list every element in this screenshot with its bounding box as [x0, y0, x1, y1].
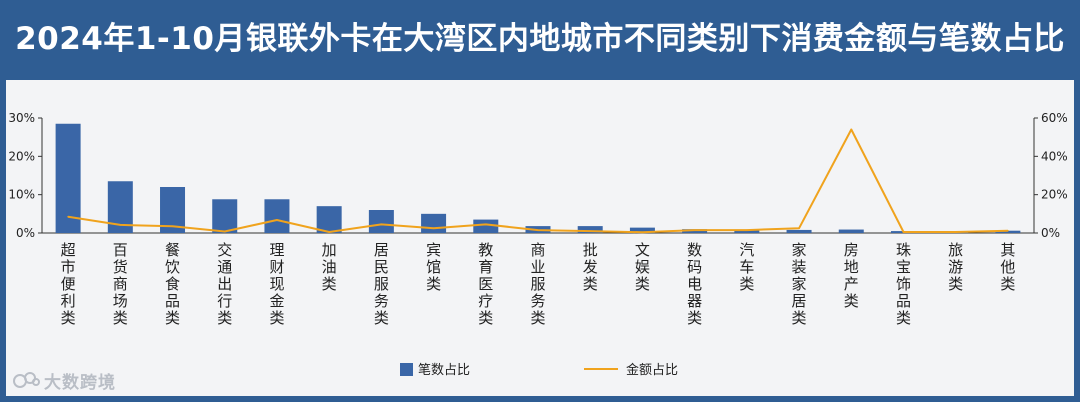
bar [786, 229, 812, 233]
bar [55, 123, 81, 233]
legend-bar-label: 笔数占比 [418, 362, 470, 378]
line-point [328, 231, 330, 233]
line-point [119, 224, 122, 226]
y-left-tick-label: 0% [16, 226, 35, 240]
x-tick-label: 超市便利类 [61, 241, 76, 327]
bar [838, 229, 864, 233]
x-tick-labels: 超市便利类 百货商场类 餐饮食品类 交通出行类 理财现金类 加油类 居民服务类 宾馆类 教育医疗… [61, 241, 1016, 327]
y-left-tick-label: 30% [8, 111, 35, 125]
line-point [484, 223, 487, 226]
x-tick-label: 旅游类 [948, 241, 963, 293]
x-tick-label: 加油类 [322, 241, 337, 293]
x-tick-label: 其他类 [1000, 241, 1015, 293]
x-tick-label: 数码电器类 [687, 241, 702, 327]
line-point [589, 230, 592, 232]
line-path [67, 128, 1008, 234]
x-tick-label: 房地产类 [844, 241, 859, 310]
y-left-tick-label: 10% [8, 188, 35, 202]
line-point [537, 229, 539, 231]
x-tick-label: 教育医疗类 [478, 241, 493, 327]
line-point [746, 229, 748, 231]
line-point [380, 223, 383, 226]
bar [212, 199, 238, 233]
x-tick-label: 居民服务类 [374, 241, 389, 327]
y-right-tick-label: 20% [1041, 188, 1068, 202]
x-tick-label: 珠宝饰品类 [896, 241, 911, 327]
line-point [223, 230, 226, 233]
y-right-tick-label: 60% [1041, 111, 1068, 125]
y-right-tick-label: 0% [1041, 226, 1060, 240]
line-point [902, 231, 905, 233]
bar [421, 213, 447, 233]
x-tick-label: 汽车类 [739, 241, 754, 293]
watermark: 大数跨境 [12, 368, 116, 393]
page-title: 2024年1-10月银联外卡在大湾区内地城市不同类别下消费金额与笔数占比 [15, 21, 1065, 57]
line-series [67, 128, 1009, 234]
x-tick-label: 交通出行类 [217, 241, 232, 327]
bar [473, 219, 499, 233]
watermark-text: 大数跨境 [44, 372, 116, 393]
line-point [1007, 229, 1009, 232]
bar [577, 226, 603, 233]
legend-bar-swatch [400, 363, 413, 376]
bar [995, 230, 1021, 233]
brand-logo-icon [13, 372, 40, 388]
y-right-tick-label: 40% [1041, 149, 1068, 163]
chart-panel: 0% 10% 20% 30% 0% 20% 40% 60% 超市便利类 百货商场类 餐饮食品类 交通… [6, 80, 1074, 396]
x-tick-label: 餐饮食品类 [165, 241, 180, 327]
x-tick-label: 理财现金类 [269, 241, 284, 327]
line-point [67, 215, 69, 218]
x-tick-label: 家装家居类 [792, 241, 807, 327]
chart-svg: 0% 10% 20% 30% 0% 20% 40% 60% 超市便利类 百货商场类 餐饮食品类 交通… [8, 111, 1068, 378]
legend-line-label: 金额占比 [626, 362, 678, 378]
line-point [276, 219, 278, 221]
line-point [171, 225, 174, 228]
line-point [798, 227, 800, 230]
bar [734, 229, 760, 233]
bar [629, 227, 655, 233]
chart-legend: 笔数占比 金额占比 [400, 362, 678, 378]
x-tick-label: 宾馆类 [426, 241, 441, 293]
line-point [693, 229, 696, 231]
x-tick-label: 文娱类 [635, 241, 650, 293]
bar [368, 210, 394, 233]
x-tick-label: 商业服务类 [530, 241, 545, 327]
bar [264, 199, 290, 233]
x-tick-label: 百货商场类 [113, 241, 128, 327]
bar [316, 206, 342, 233]
line-point [432, 227, 435, 230]
y-left-tick-label: 20% [8, 149, 35, 163]
line-point [954, 231, 957, 233]
x-tick-label: 批发类 [583, 241, 598, 293]
line-point [850, 128, 853, 131]
line-point [641, 231, 644, 234]
